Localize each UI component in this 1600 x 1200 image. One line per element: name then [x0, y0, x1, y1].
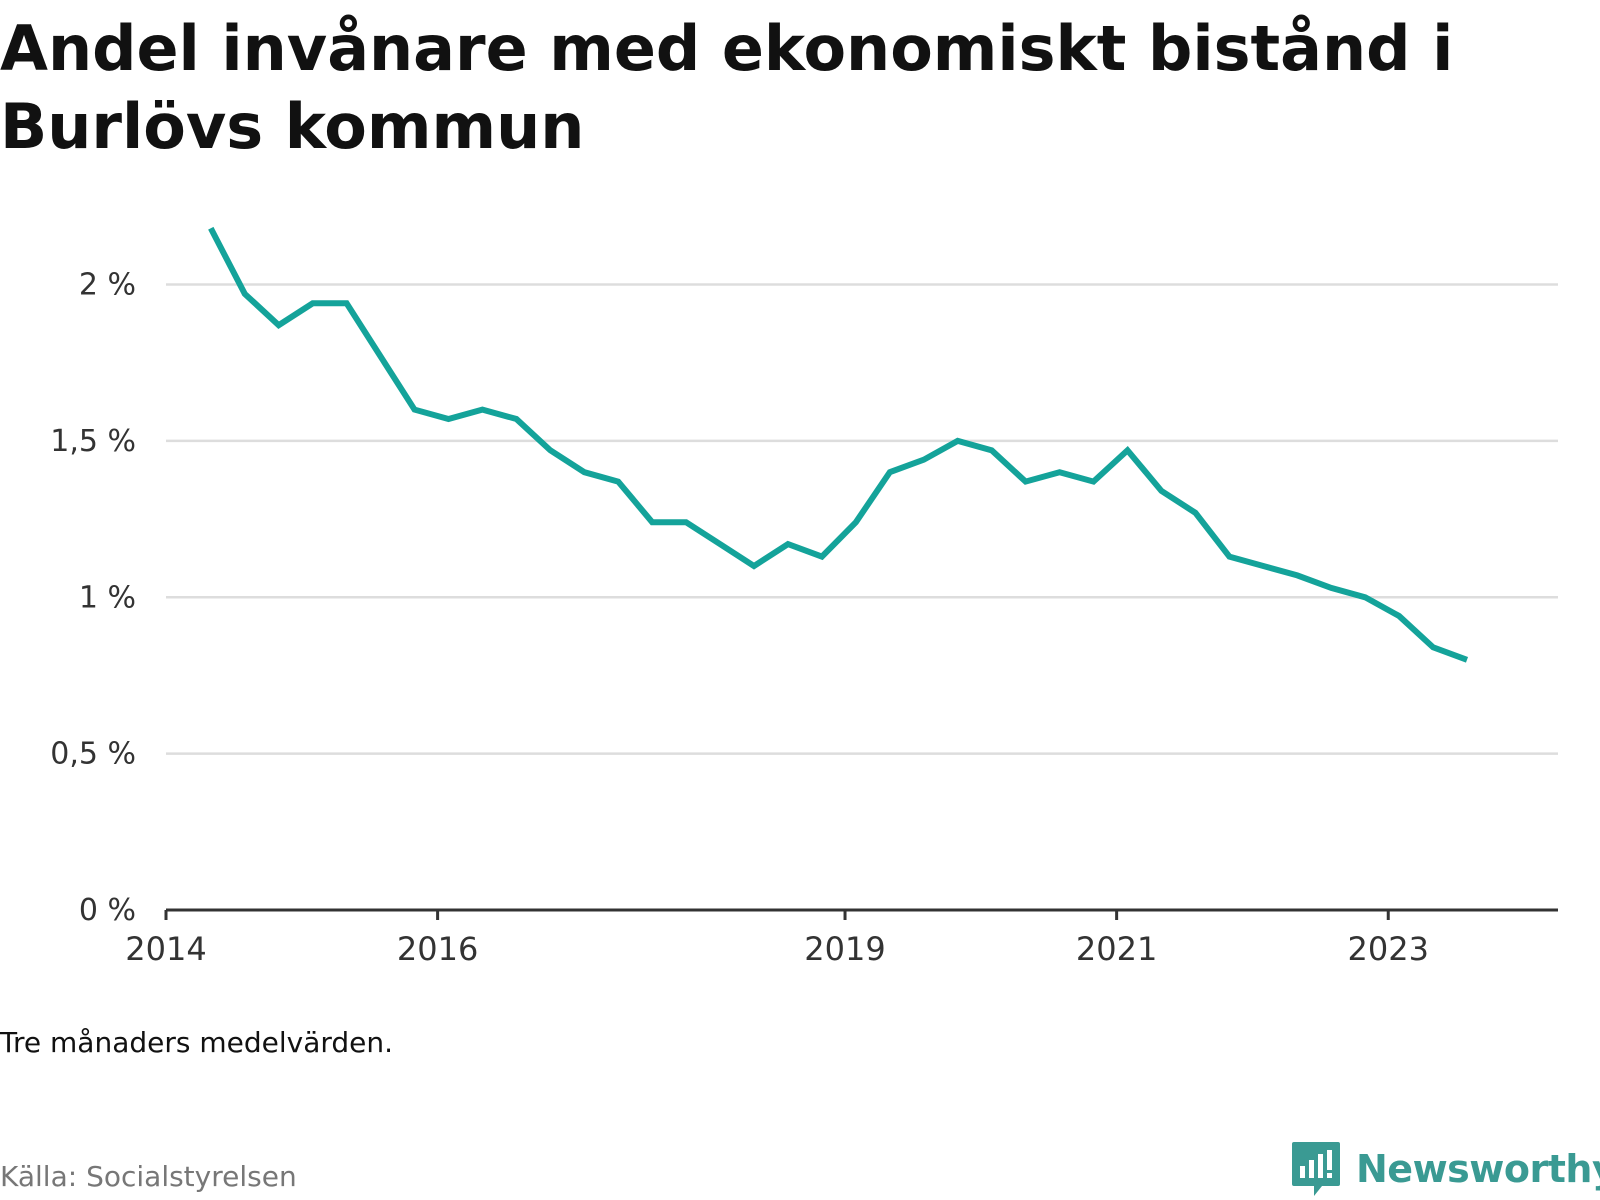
y-tick-label: 0 % [79, 893, 136, 928]
x-tick-label: 2021 [1076, 930, 1157, 968]
chart-title: Andel invånare med ekonomiskt bistånd i … [0, 12, 1454, 163]
y-axis-tick-labels: 0 % 0,5 % 1 % 1,5 % 2 % [50, 268, 136, 928]
x-tick-label: 2014 [125, 930, 206, 968]
y-tick-label: 1 % [79, 580, 136, 615]
newsworthy-logo-icon [1292, 1142, 1340, 1196]
brand-logo: Newsworthy [1290, 1140, 1600, 1198]
series-line [208, 226, 1469, 663]
chart-note: Tre månaders medelvärden. [0, 1026, 394, 1059]
gridlines [166, 283, 1558, 755]
y-tick-label: 1,5 % [50, 424, 136, 459]
brand-name: Newsworthy [1356, 1147, 1600, 1191]
x-tick-label: 2019 [804, 930, 885, 968]
x-axis: 2014 2016 2019 2021 2023 [125, 908, 1558, 968]
y-tick-label: 2 % [79, 268, 136, 303]
source-label: Källa: Socialstyrelsen [0, 1160, 297, 1193]
y-tick-label: 0,5 % [50, 737, 136, 772]
x-tick-label: 2016 [397, 930, 478, 968]
series-layer [208, 226, 1469, 663]
x-tick-label: 2023 [1348, 930, 1429, 968]
